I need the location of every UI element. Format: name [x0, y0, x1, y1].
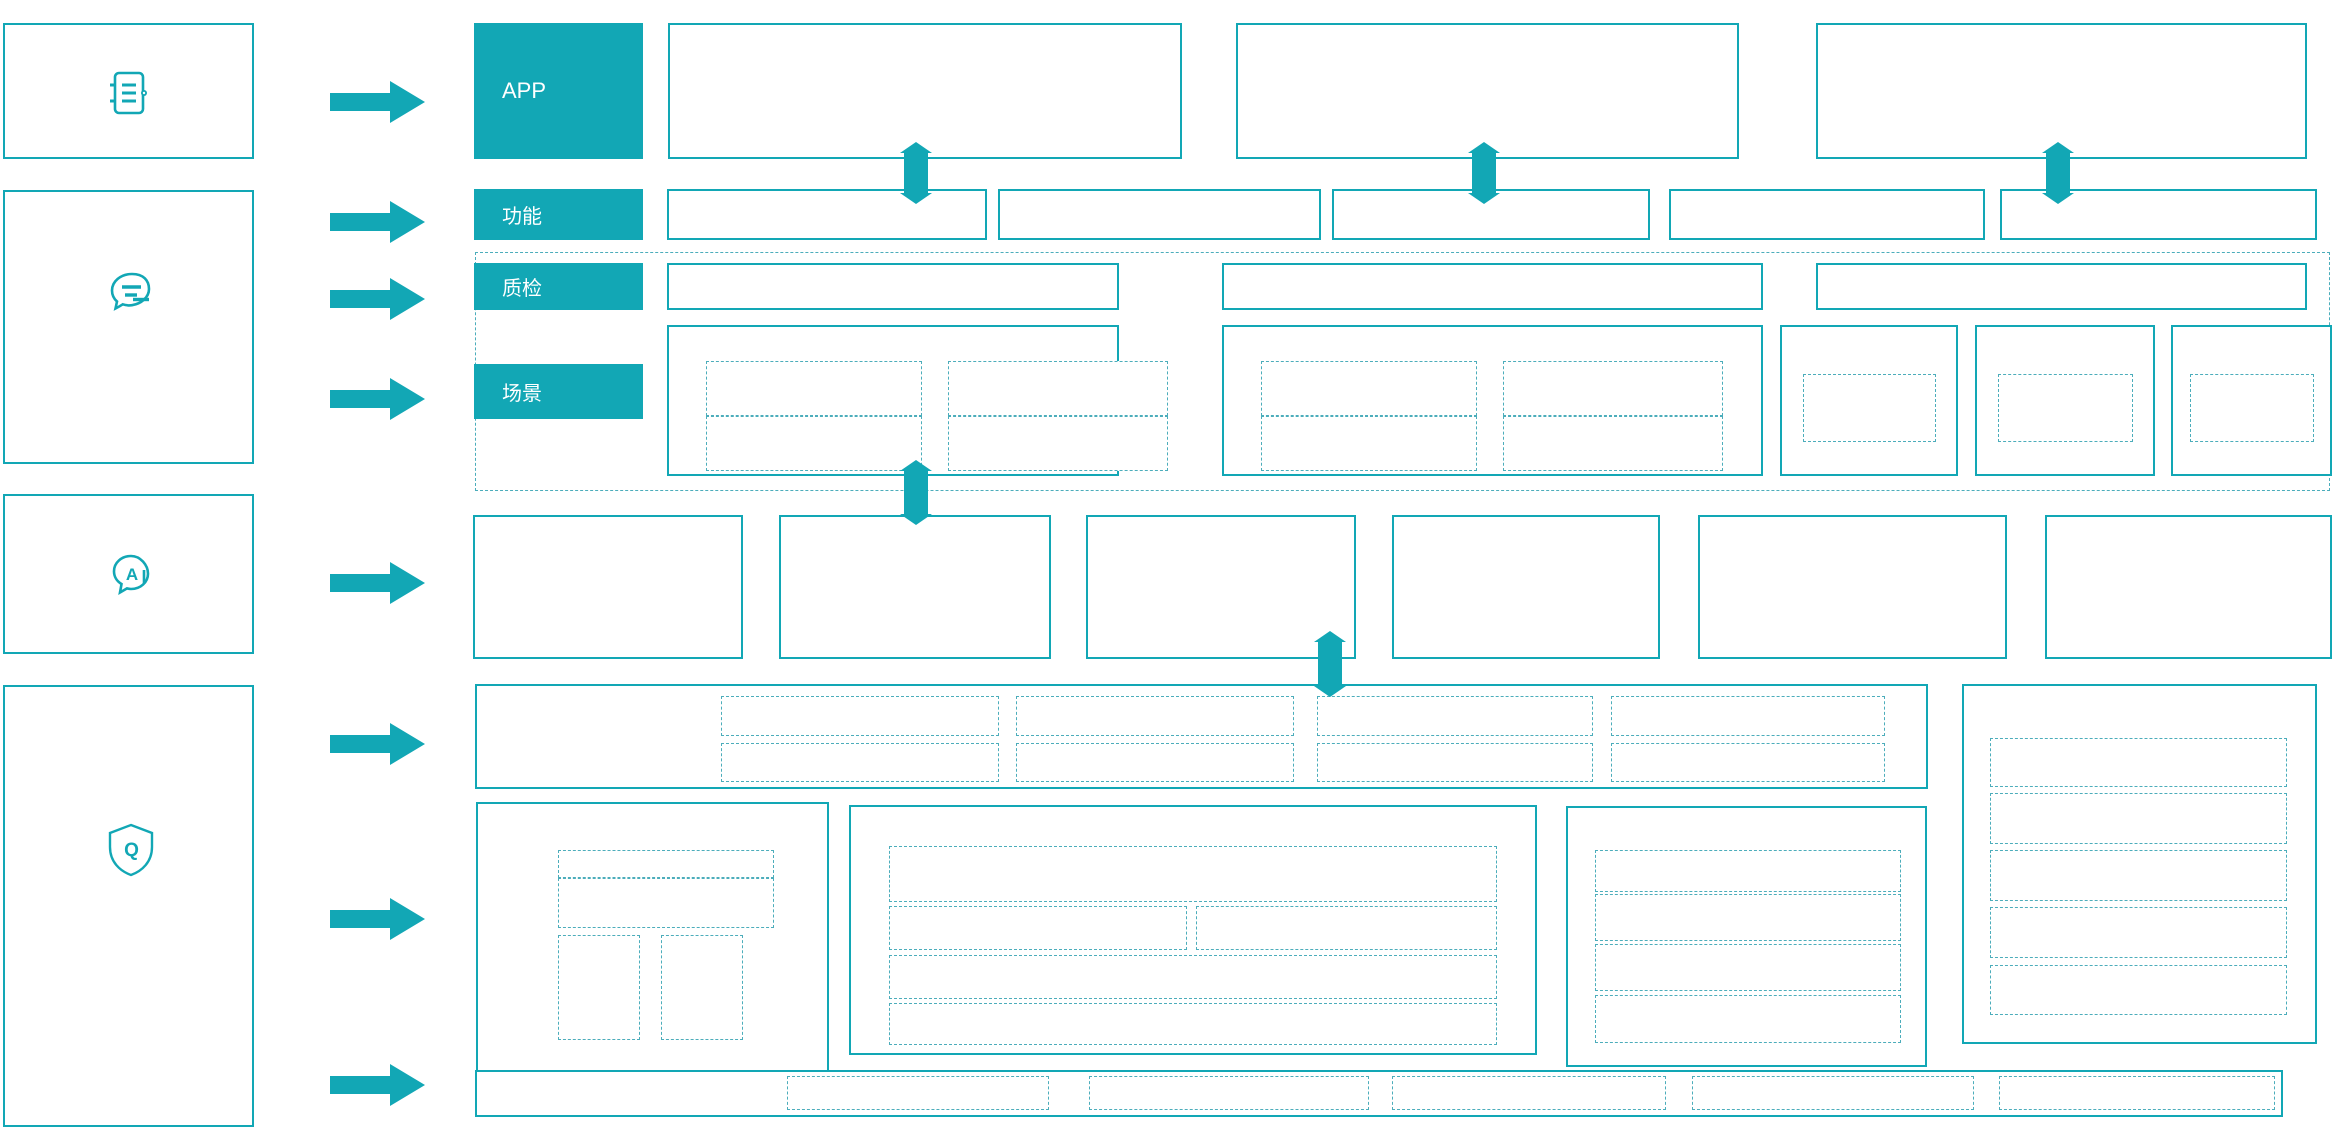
svg-text:A: A: [126, 565, 138, 584]
svg-text:Q: Q: [124, 840, 139, 861]
